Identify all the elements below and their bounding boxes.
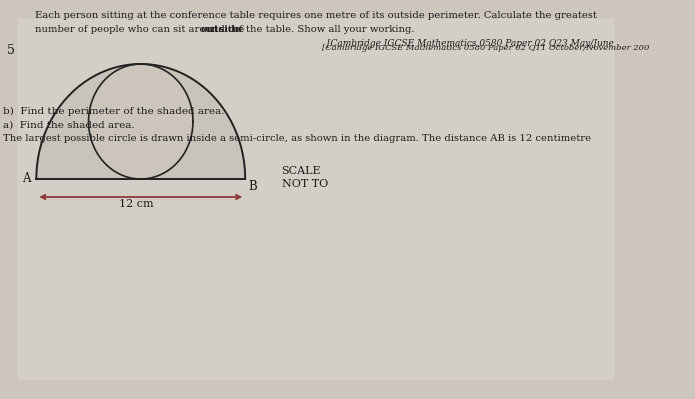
Text: The largest possible circle is drawn inside a semi-circle, as shown in the diagr: The largest possible circle is drawn ins…	[3, 134, 591, 143]
Text: number of people who can sit around the: number of people who can sit around the	[35, 25, 247, 34]
Text: 12 cm: 12 cm	[119, 199, 154, 209]
Text: Each person sitting at the conference table requires one metre of its outside pe: Each person sitting at the conference ta…	[35, 11, 596, 20]
Text: outside: outside	[201, 25, 242, 34]
Text: SCALE: SCALE	[281, 166, 321, 176]
Text: NOT TO: NOT TO	[281, 179, 328, 189]
Text: [Cambridge IGCSE Mathematics 0580 Paper 02 Q11 October/November 200: [Cambridge IGCSE Mathematics 0580 Paper …	[322, 44, 650, 52]
Text: [Cambridge IGCSE Mathematics 0580 Paper 02 Q23 May/June: [Cambridge IGCSE Mathematics 0580 Paper …	[327, 39, 614, 48]
Polygon shape	[88, 64, 193, 179]
Text: of the table. Show all your working.: of the table. Show all your working.	[230, 25, 414, 34]
Polygon shape	[36, 64, 245, 179]
Text: 5: 5	[7, 44, 15, 57]
Text: b)  Find the perimeter of the shaded area.: b) Find the perimeter of the shaded area…	[3, 107, 224, 116]
Text: A: A	[22, 172, 31, 184]
Text: B: B	[249, 180, 258, 194]
Text: a)  Find the shaded area.: a) Find the shaded area.	[3, 121, 134, 130]
